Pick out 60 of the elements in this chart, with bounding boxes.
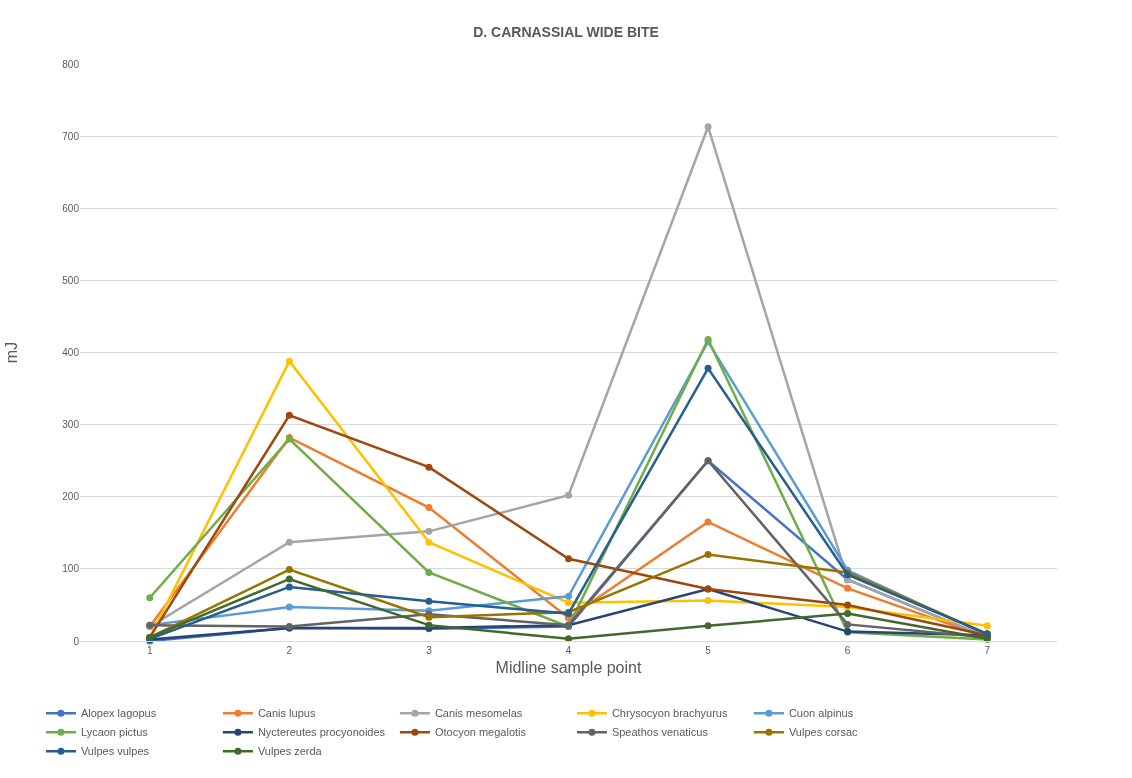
y-tick-label: 0 — [73, 635, 80, 647]
point — [704, 597, 712, 605]
point — [425, 568, 433, 576]
point — [565, 635, 572, 643]
y-tick-label: 300 — [62, 419, 80, 431]
y-tick-label: 100 — [62, 563, 80, 575]
point — [285, 566, 293, 574]
legend-label: Speathos venaticus — [611, 726, 709, 739]
point — [285, 603, 293, 611]
point — [704, 622, 712, 630]
legend-label: Chrysocyon brachyurus — [611, 707, 728, 720]
legend-label: Cuon alpinus — [788, 707, 854, 720]
y-tick-label: 400 — [62, 347, 80, 358]
point — [285, 575, 293, 583]
point — [983, 622, 991, 630]
legend-label: Nyctereutes procyonoides — [257, 726, 386, 739]
legend-label: Alopex lagopus — [80, 707, 157, 720]
legend-label: Otocyon megalotis — [434, 726, 527, 739]
point — [425, 527, 433, 535]
point — [285, 538, 293, 546]
point — [565, 491, 572, 499]
chart-title: D. CARNASSIAL WIDE BITE — [473, 24, 659, 41]
x-tick-label: 1 — [147, 645, 154, 656]
point — [844, 620, 852, 628]
point — [704, 123, 712, 131]
point — [425, 504, 433, 512]
point — [285, 583, 293, 591]
point — [844, 584, 852, 592]
y-axis-title: mJ — [3, 341, 21, 364]
point — [285, 357, 293, 365]
y-tick-label: 500 — [62, 274, 80, 286]
x-tick-label: 7 — [984, 645, 991, 656]
point — [844, 610, 852, 618]
x-tick-label: 5 — [705, 645, 712, 656]
point — [425, 538, 433, 546]
point — [425, 597, 433, 605]
x-tick-label: 6 — [844, 645, 851, 656]
x-tick-label: 2 — [286, 645, 293, 656]
legend-label: Vulpes vulpes — [80, 745, 150, 758]
point — [425, 463, 433, 471]
y-tick-label: 200 — [62, 491, 80, 503]
legend-label: Lycaon pictus — [80, 726, 149, 739]
x-tick-label: 4 — [565, 645, 572, 656]
point — [704, 364, 712, 372]
point — [146, 594, 154, 602]
y-tick-label: 700 — [62, 130, 80, 142]
y-tick-label: 600 — [62, 202, 80, 214]
x-tick-label: 3 — [426, 645, 433, 656]
y-tick-label: 800 — [62, 58, 80, 70]
legend-label: Vulpes corsac — [788, 726, 859, 739]
legend-label: Canis lupus — [257, 707, 316, 720]
point — [704, 518, 712, 526]
point — [285, 411, 293, 419]
point — [565, 592, 572, 600]
point — [565, 599, 572, 607]
x-axis-title: Midline sample point — [495, 658, 642, 676]
point — [704, 550, 712, 558]
point — [565, 555, 572, 563]
legend-label: Vulpes zerda — [257, 745, 323, 758]
legend-label: Canis mesomelas — [434, 707, 523, 720]
